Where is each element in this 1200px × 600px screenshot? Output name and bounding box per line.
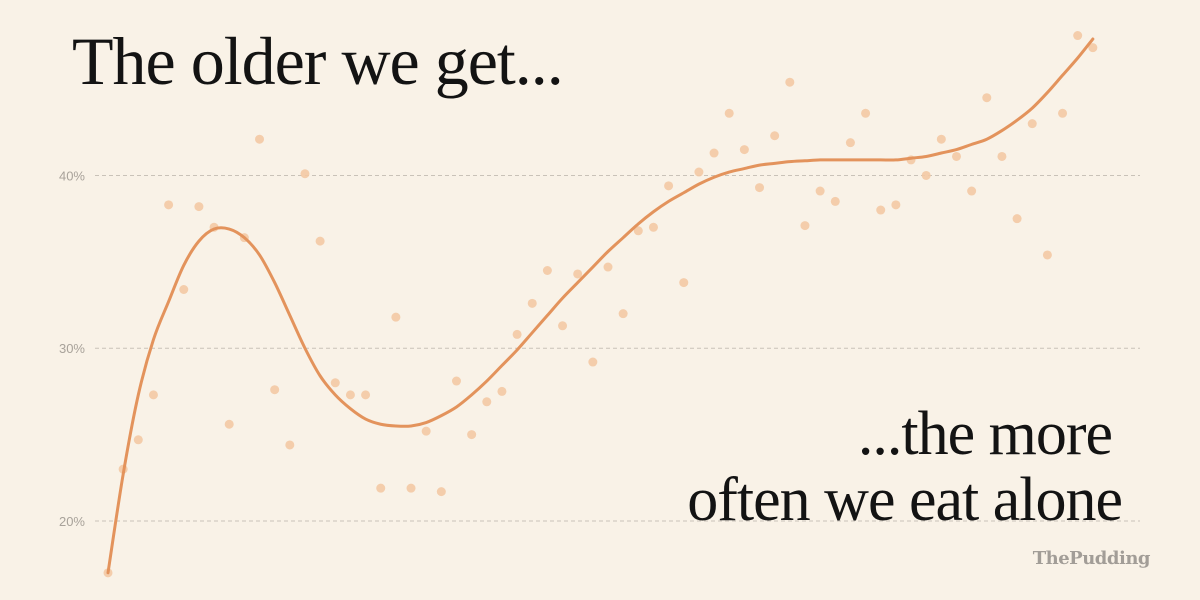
data-point [633,226,643,236]
data-point [800,221,810,231]
data-point [876,205,886,215]
data-point [330,378,340,388]
headline-bottom-line-2: often we eat alone [687,466,1123,534]
data-point [270,385,280,395]
data-point [345,390,355,400]
data-point [164,200,174,210]
data-point [497,386,507,396]
data-point [194,202,204,212]
data-point [451,376,461,386]
data-point [1042,250,1052,260]
data-point [558,321,568,331]
trend-line-group [106,37,1095,575]
data-point [436,487,446,497]
data-point [694,167,704,177]
data-point [724,108,734,118]
data-point [148,390,158,400]
headline-bottom-line-1: ...the more [857,400,1113,468]
data-point [482,397,492,407]
data-point [315,236,325,246]
data-point [573,269,583,279]
data-point [603,262,613,272]
headline-top: The older we get... [72,23,564,99]
data-point [179,284,189,294]
data-point [255,134,265,144]
data-point [755,183,765,193]
data-point [845,138,855,148]
data-point [739,145,749,155]
data-point [618,309,628,319]
data-point [785,77,795,87]
gridlines: 20% 30% 40% [59,168,1140,529]
data-point [664,181,674,191]
data-point [891,200,901,210]
data-point [542,265,552,275]
data-point [967,186,977,196]
data-point [224,419,234,429]
data-point [406,483,416,493]
data-point [936,134,946,144]
data-point [421,426,431,436]
trend-line [106,37,1095,575]
data-point [770,131,780,141]
data-point [1058,108,1068,118]
data-point [1088,43,1098,53]
data-point [921,170,931,180]
brand-logo: ThePudding [1032,548,1151,569]
data-point [709,148,719,158]
data-points [103,31,1098,578]
data-point [1027,119,1037,129]
data-point [679,278,689,288]
data-point [830,196,840,206]
data-point [300,169,310,179]
data-point [648,222,658,232]
data-point [467,430,477,440]
data-point [1073,31,1083,41]
y-tick-label: 40% [59,168,85,183]
y-tick-label: 30% [59,341,85,356]
data-point [1012,214,1022,224]
data-point [997,151,1007,161]
data-point [391,312,401,322]
data-point [588,357,598,367]
data-point [285,440,295,450]
data-point [527,298,537,308]
data-point [512,329,522,339]
data-point [951,151,961,161]
data-point [361,390,371,400]
data-point [133,435,143,445]
data-point [861,108,871,118]
data-point [982,93,992,103]
y-tick-label: 20% [59,514,85,529]
data-point [815,186,825,196]
data-point [376,483,386,493]
